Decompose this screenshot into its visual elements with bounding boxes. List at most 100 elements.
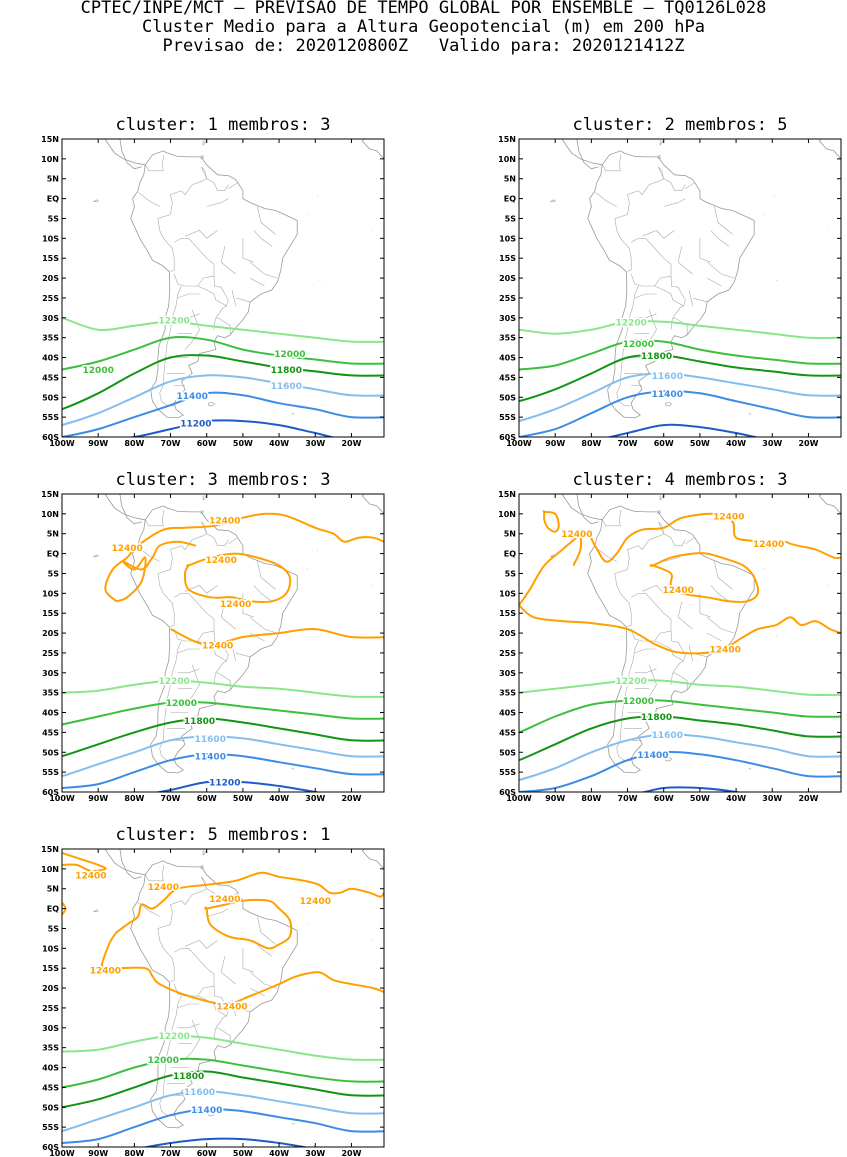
- lon-tick-label: 20W: [341, 794, 361, 803]
- political-border: [253, 585, 272, 602]
- political-border: [699, 238, 711, 263]
- contour-label: 11600: [184, 1088, 215, 1098]
- lat-tick-label: 35S: [42, 334, 59, 343]
- lat-tick-label: 20S: [499, 629, 516, 638]
- political-border: [692, 297, 708, 303]
- cluster-panel-2: cluster: 2 membros: 5 12200 12000 11800 1160…: [498, 115, 842, 448]
- coastline-layer: [93, 494, 384, 774]
- lat-tick-label: 5S: [48, 924, 60, 933]
- political-border: [177, 668, 200, 674]
- contour-label: 12200: [159, 1032, 190, 1042]
- contour-label: 11800: [173, 1072, 204, 1082]
- political-border: [641, 585, 675, 594]
- contour-layer: 12200 12000 11800 11600 11400 12400 12400 12400…: [519, 510, 841, 792]
- lat-tick-label: 35S: [499, 689, 516, 698]
- political-border: [177, 1023, 200, 1029]
- contour-12000: [519, 339, 841, 371]
- island-coastline: [200, 155, 204, 159]
- contour-12400: [572, 533, 583, 566]
- political-border: [159, 285, 182, 407]
- contour-11400: [62, 1108, 384, 1145]
- lon-tick-label: 80W: [124, 439, 144, 448]
- political-border: [672, 305, 684, 318]
- lon-tick-label: 30W: [305, 1149, 325, 1157]
- lat-tick-label: 60S: [42, 1143, 59, 1152]
- lon-axis: 100W 90W 80W 70W 60W 50W 40W 30W 20W: [506, 139, 819, 448]
- political-border: [213, 1027, 231, 1045]
- lat-tick-label: 15S: [42, 254, 59, 263]
- political-border: [215, 1015, 227, 1028]
- lon-tick-label: 60W: [197, 439, 217, 448]
- lat-tick-label: 45S: [42, 728, 59, 737]
- lon-tick-label: 40W: [269, 794, 289, 803]
- lat-tick-label: 15S: [42, 964, 59, 973]
- contour-12200: [519, 320, 841, 339]
- lat-tick-label: 35S: [42, 1044, 59, 1053]
- island-coastline: [93, 909, 99, 913]
- lat-tick-label: 10S: [42, 589, 59, 598]
- political-border: [249, 616, 278, 634]
- political-border: [184, 1019, 200, 1060]
- lon-tick-label: 100W: [49, 1149, 75, 1157]
- political-border: [706, 632, 722, 642]
- political-border: [249, 632, 265, 642]
- cluster-title: cluster: 4 membros: 3: [573, 470, 788, 490]
- political-border: [242, 948, 254, 973]
- political-border: [706, 261, 735, 279]
- lat-tick-label: 55S: [499, 413, 516, 422]
- island-coastline: [657, 155, 661, 159]
- political-border: [257, 561, 276, 590]
- contour-label: 11400: [177, 392, 208, 402]
- lat-tick-label: 15N: [498, 490, 516, 499]
- lon-axis: 100W 90W 80W 70W 60W 50W 40W 30W 20W: [49, 139, 362, 448]
- political-border: [654, 631, 686, 662]
- lat-tick-label: EQ: [504, 550, 516, 559]
- island-coastline: [659, 495, 665, 501]
- lat-tick-label: 5S: [48, 569, 60, 578]
- map-area: 12200 12000 11800 11600 11400 12400 12400 12400…: [519, 494, 841, 792]
- contour-label: 12400: [209, 895, 240, 905]
- political-border: [710, 230, 729, 247]
- lat-tick-label: 5S: [505, 569, 517, 578]
- contour-12200: [62, 679, 384, 698]
- contour-label: 11200: [209, 779, 240, 789]
- political-border: [614, 170, 665, 272]
- south-america-coastline: [587, 150, 755, 419]
- header-line-2: Cluster Medio para a Altura Geopotencial…: [142, 17, 705, 37]
- lat-tick-label: 60S: [499, 433, 516, 442]
- political-border: [184, 664, 200, 705]
- contour-label: 12400: [220, 600, 251, 610]
- political-border: [706, 616, 735, 634]
- political-border: [213, 317, 231, 335]
- political-border: [685, 534, 695, 544]
- political-border: [173, 593, 215, 642]
- lon-tick-label: 20W: [341, 439, 361, 448]
- lon-tick-label: 30W: [762, 794, 782, 803]
- africa-coastline: [361, 494, 384, 515]
- coastline-layer: [93, 139, 384, 419]
- contour-12000: [62, 336, 384, 371]
- contour-label: 11600: [195, 735, 226, 745]
- cluster-panel-3: cluster: 3 membros: 3 12200 12000 11800 1160…: [41, 470, 385, 803]
- lat-tick-label: 35S: [42, 689, 59, 698]
- lat-tick-label: 40S: [42, 1064, 59, 1073]
- coastline-layer: [550, 139, 841, 419]
- lon-tick-label: 100W: [49, 439, 75, 448]
- lat-tick-label: 15N: [41, 845, 59, 854]
- lat-axis: 15N 10N 5N EQ 5S 10S 15S 20S 25S 30S 35S 40S 45S 50S 5…: [498, 135, 841, 442]
- political-border: [630, 593, 672, 642]
- lon-axis: 100W 90W 80W 70W 60W 50W 40W 30W 20W: [506, 494, 819, 803]
- central-america-coastline: [561, 494, 603, 525]
- cluster-title: cluster: 1 membros: 3: [116, 115, 331, 135]
- political-border: [242, 238, 254, 263]
- lon-tick-label: 50W: [233, 1149, 253, 1157]
- lat-tick-label: 10S: [499, 589, 516, 598]
- contour-11400: [519, 750, 841, 792]
- contour-label: 12400: [710, 646, 741, 656]
- political-border: [630, 238, 672, 287]
- lon-tick-label: 80W: [581, 794, 601, 803]
- lat-tick-label: 20S: [42, 629, 59, 638]
- lat-tick-label: 60S: [42, 788, 59, 797]
- island-coastline: [665, 757, 673, 762]
- lat-tick-label: 60S: [499, 788, 516, 797]
